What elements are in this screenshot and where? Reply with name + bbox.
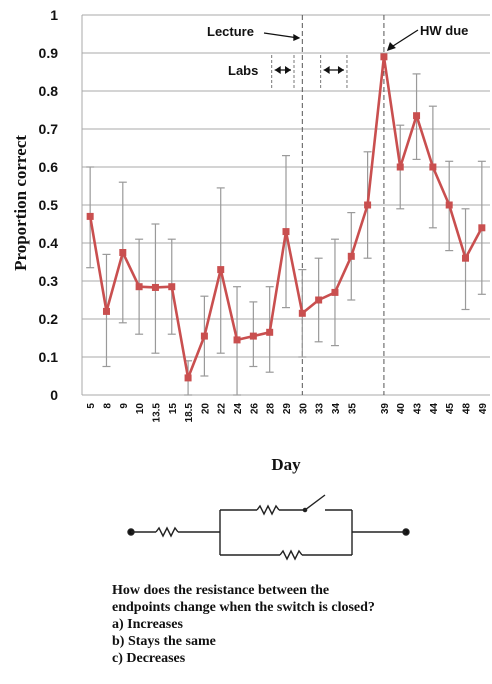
y-tick-label: 0.9: [39, 45, 59, 61]
x-tick-label: 35: [347, 403, 358, 415]
x-tick-label: 5: [86, 403, 97, 409]
x-tick-label: 40: [396, 403, 407, 415]
x-tick-label: 49: [478, 403, 489, 415]
x-tick-label: 48: [462, 403, 473, 415]
data-point: [151, 283, 159, 291]
x-tick-label: 15: [168, 403, 179, 415]
x-tick-label: 29: [282, 403, 293, 415]
y-axis-label: Proportion correct: [11, 135, 30, 271]
question-line-2: endpoints change when the switch is clos…: [112, 600, 375, 615]
circuit-diagram: [127, 494, 410, 561]
data-point: [364, 201, 372, 209]
chart: 0 0.1 0.2 0.3 0.4 0.5 0.6 0.7 0.8 0.9 1 5 8 9 10 13.5 1…: [11, 7, 490, 561]
switch: [304, 494, 326, 511]
y-tick-label: 0.8: [39, 83, 59, 99]
data-point: [266, 328, 274, 336]
data-point: [396, 163, 404, 171]
data-point: [102, 307, 110, 315]
data-point: [380, 53, 388, 61]
x-tick-label: 33: [315, 403, 326, 415]
x-tick-label: 22: [217, 403, 228, 415]
hw-arrowhead: [386, 42, 396, 51]
x-tick-label: 39: [380, 403, 391, 415]
x-tick-label: 24: [233, 403, 244, 415]
x-tick-label: 13.5: [151, 403, 162, 423]
hw-arrow: [389, 29, 419, 49]
lab-arrowhead: [285, 66, 291, 74]
data-point: [249, 332, 257, 340]
y-tick-label: 0.2: [39, 311, 59, 327]
option-a: a) Increases: [112, 617, 183, 632]
data-point: [233, 336, 241, 344]
y-tick-label: 0.4: [39, 235, 59, 251]
lecture-arrowhead: [293, 34, 301, 41]
annotation-labs: Labs: [228, 63, 258, 78]
question-line-1: How does the resistance between the: [112, 583, 330, 598]
lab-arrowhead: [337, 66, 344, 74]
resistor-top: [256, 504, 280, 516]
lab-arrowhead: [274, 66, 281, 74]
y-tick-label: 0.7: [39, 121, 59, 137]
data-point: [298, 309, 306, 317]
x-tick-label: 34: [331, 403, 342, 415]
data-point: [86, 212, 94, 220]
x-tick-label: 43: [413, 403, 424, 415]
question: How does the resistance between the endp…: [112, 582, 482, 667]
data-point: [429, 163, 437, 171]
data-point: [315, 296, 323, 304]
option-c: c) Decreases: [112, 651, 186, 666]
data-point: [184, 374, 192, 382]
data-point: [478, 224, 486, 232]
y-tick-label: 0.6: [39, 159, 59, 175]
x-tick-label: 20: [200, 403, 211, 415]
resistor-left: [155, 526, 179, 538]
x-tick-label: 8: [102, 403, 113, 409]
x-tick-label: 18.5: [184, 403, 195, 423]
x-tick-labels: 5 8 9 10 13.5 15 18.5 20 22 24 26 28 29 30 33 34 35 39 40 4…: [86, 403, 489, 423]
data-point: [445, 201, 453, 209]
data-point: [168, 283, 176, 291]
y-tick-label: 0.3: [39, 273, 59, 289]
x-tick-label: 26: [249, 403, 260, 415]
y-tick-label: 0: [50, 387, 58, 403]
resistor-bottom: [279, 549, 303, 561]
y-tick-labels: 0 0.1 0.2 0.3 0.4 0.5 0.6 0.7 0.8 0.9 1: [39, 7, 59, 403]
y-tick-label: 0.5: [39, 197, 59, 213]
data-point: [282, 228, 290, 236]
data-point: [331, 288, 339, 296]
data-points: [86, 53, 486, 382]
data-point: [462, 254, 470, 262]
data-point: [119, 249, 127, 256]
data-point: [217, 266, 225, 274]
x-tick-label: 30: [298, 403, 309, 415]
x-tick-label: 9: [119, 403, 130, 409]
option-b: b) Stays the same: [112, 634, 216, 649]
x-axis-label: Day: [271, 455, 301, 474]
x-tick-label: 44: [429, 403, 440, 415]
annotations: Lecture Labs HW due: [207, 23, 468, 78]
data-point: [347, 252, 355, 260]
x-tick-label: 10: [135, 403, 146, 415]
x-tick-label: 45: [445, 403, 456, 415]
data-point: [135, 283, 143, 291]
annotation-hw-due: HW due: [420, 23, 468, 38]
x-tick-label: 28: [266, 403, 277, 415]
data-point: [413, 112, 421, 120]
data-point: [200, 332, 208, 340]
lecture-arrow: [263, 32, 299, 39]
annotation-lecture: Lecture: [207, 24, 254, 39]
lab-arrowhead: [323, 66, 330, 74]
y-tick-label: 1: [50, 7, 58, 23]
y-tick-label: 0.1: [39, 349, 59, 365]
